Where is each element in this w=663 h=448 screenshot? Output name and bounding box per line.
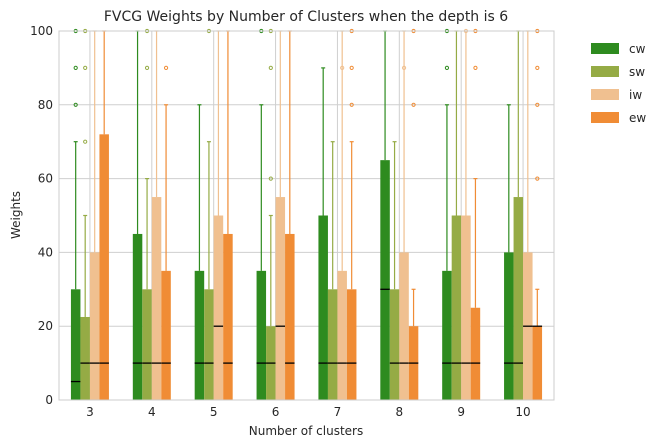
outlier-ew [535,65,540,71]
outlier-cw [444,65,450,71]
legend-label-sw: sw [629,65,645,79]
bar-cw [256,270,267,400]
legend-label-iw: iw [629,88,642,102]
bar-ew [470,307,481,400]
x-tick-label: 3 [86,405,94,419]
legend-label-cw: cw [629,42,646,56]
legend: cw sw iw ew [591,42,646,125]
bar-sw [451,215,462,400]
x-axis-label: Number of clusters [249,424,363,438]
chart-title: FVCG Weights by Number of Clusters when … [104,9,508,25]
x-tick-label: 4 [148,405,156,419]
outlier-sw [83,65,88,71]
bar-cw [132,233,143,400]
bar-sw [327,289,338,400]
bar-ew [99,134,109,400]
bar-sw [142,289,152,400]
outlier-cw [73,65,78,71]
plot-area: 0 20 40 60 80 100 3 4 5 6 7 8 9 10 [30,24,555,419]
bar-iw [461,215,471,400]
legend-swatch-ew [591,112,619,123]
x-tick-label: 8 [395,405,403,419]
outlier-ew [163,65,169,71]
bar-iw [337,270,347,400]
outlier-cw [73,102,78,107]
bar-sw [389,289,400,400]
y-tick-label: 80 [38,98,53,112]
y-tick-label: 20 [38,319,53,333]
x-tick-label: 5 [210,405,218,419]
bar-iw [275,197,286,400]
legend-swatch-iw [591,89,619,100]
bar-iw [213,215,224,400]
bar-ew [346,289,357,400]
outlier-ew [349,102,354,107]
outlier-ew [473,65,478,71]
x-tick-label: 7 [334,405,342,419]
y-tick-label: 0 [45,393,53,407]
outlier-sw [144,65,150,71]
outlier-ew [535,102,540,107]
bar-iw [151,197,162,400]
y-tick-label: 100 [30,24,53,38]
legend-swatch-cw [591,43,619,54]
outlier-sw [268,65,273,71]
outlier-iw [401,65,407,71]
outlier-iw [340,65,345,71]
outlier-sw [268,176,273,181]
bar-ew [532,326,543,400]
outlier-ew [349,65,354,71]
bar-cw [504,252,514,400]
y-axis-label: Weights [9,191,23,239]
bar-cw [442,270,452,400]
bar-sw [80,316,90,400]
x-tick-label: 9 [457,405,465,419]
plot-frame [58,30,555,401]
outlier-ew [535,176,540,181]
bar-iw [89,252,100,400]
bar-cw [318,215,328,400]
outlier-ew [411,102,416,107]
legend-swatch-sw [591,66,619,77]
bar-cw [70,289,81,400]
bar-cw [194,270,205,400]
bar-ew [285,233,295,400]
x-tick-label: 6 [272,405,280,419]
x-tick-label: 10 [515,405,530,419]
bar-ew [161,270,171,400]
y-tick-label: 60 [38,172,53,186]
bar-cw [380,160,390,400]
bar-ew [223,233,233,400]
legend-label-ew: ew [629,111,646,125]
bar-sw [513,197,524,400]
y-tick-label: 40 [38,245,53,259]
bar-sw [204,289,214,400]
outlier-sw [83,139,88,144]
bar-iw [399,252,409,400]
